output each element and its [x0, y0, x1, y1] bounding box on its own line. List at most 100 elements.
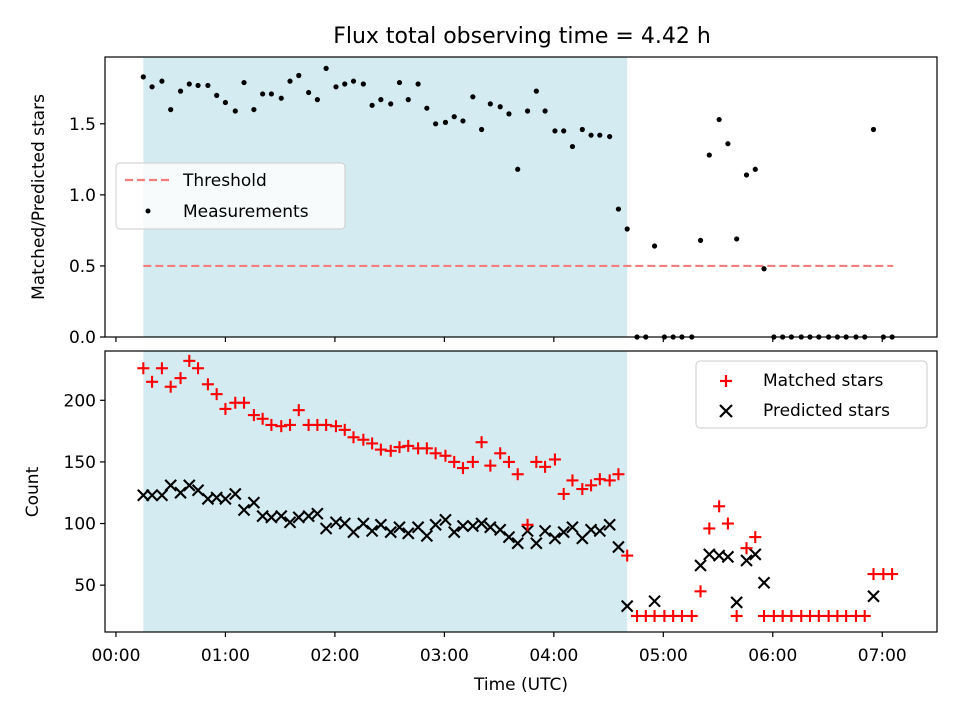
predicted-star-point	[456, 519, 470, 533]
matched-star-point	[155, 362, 168, 375]
matched-star-point	[164, 380, 177, 393]
measurement-point	[369, 102, 375, 108]
matched-star-point	[448, 455, 461, 468]
top-axes-frame	[104, 56, 938, 338]
matched-star-point	[576, 483, 589, 496]
predicted-star-point	[302, 509, 315, 523]
matched-star-point	[521, 518, 534, 531]
matched-star-point	[338, 423, 351, 436]
measurement-point	[470, 94, 476, 100]
predicted-star-point	[648, 594, 661, 608]
matched-star-point	[256, 412, 269, 425]
matched-star-point	[183, 354, 196, 367]
matched-star-point	[137, 362, 150, 375]
predicted-star-point	[484, 520, 497, 534]
predicted-star-point	[521, 524, 534, 538]
measurement-point	[314, 97, 320, 103]
measurement-point	[159, 78, 165, 84]
predicted-star-point	[749, 548, 762, 561]
measurement-point	[287, 78, 293, 84]
matched-star-point	[566, 474, 579, 487]
measurement-point	[350, 78, 357, 84]
matched-star-point	[548, 453, 561, 466]
bottom-y-tick-label: 100	[64, 515, 96, 535]
top-legend: Threshold Measurements	[115, 162, 346, 230]
matched-star-point	[713, 500, 726, 513]
measurement-point	[506, 111, 512, 117]
predicted-star-point	[374, 518, 388, 532]
bottom-x-tick-label: 01:00	[201, 646, 250, 666]
measurement-point	[424, 105, 430, 111]
matched-star-point	[466, 455, 479, 468]
matched-star-point	[146, 375, 159, 388]
measurement-point	[268, 91, 274, 97]
measurement-point	[342, 81, 348, 87]
measurement-point	[761, 266, 767, 272]
measurement-point	[579, 126, 585, 133]
top-y-tick-label: 1.0	[69, 186, 96, 206]
measurement-point	[734, 236, 740, 242]
measurement-point	[232, 108, 238, 114]
legend-measurements-swatch	[145, 208, 151, 214]
matched-star-point	[320, 418, 333, 431]
predicted-star-point	[867, 590, 880, 603]
bottom-x-ticks: 00:00 01:00 02:00 03:00 04:00 05:00 06:00 07:00	[91, 632, 907, 666]
measurement-point	[716, 116, 722, 123]
measurement-point	[743, 172, 750, 178]
matched-star-point	[456, 462, 469, 475]
matched-star-point	[685, 609, 698, 622]
predicted-star-point	[283, 516, 297, 529]
matched-star-point	[740, 542, 753, 555]
predicted-star-point	[265, 511, 278, 524]
bottom-y-tick-label: 150	[64, 453, 96, 473]
predicted-star-point	[511, 537, 524, 550]
matched-star-point	[384, 444, 397, 457]
matched-star-point	[292, 404, 305, 417]
measurement-point	[222, 99, 229, 106]
measurement-point	[296, 72, 302, 79]
measurement-point	[260, 91, 266, 97]
measurement-point	[588, 132, 594, 138]
legend-predicted-label: Predicted stars	[763, 401, 890, 421]
measurement-point	[651, 243, 658, 249]
measurement-point	[533, 88, 539, 94]
observing-window-shade-bottom	[143, 351, 628, 632]
measurement-point	[306, 89, 312, 96]
measurement-point	[569, 143, 576, 150]
predicted-star-point	[311, 507, 324, 520]
matched-star-point	[858, 609, 871, 622]
matched-stars-points	[137, 354, 899, 622]
bottom-x-tick-label: 04:00	[529, 646, 578, 666]
matched-star-point	[886, 568, 899, 581]
chart-title: Flux total observing time = 4.42 h	[333, 24, 711, 49]
predicted-star-point	[183, 479, 196, 492]
measurement-point	[460, 118, 466, 124]
matched-star-point	[420, 442, 433, 455]
measurement-point	[415, 81, 421, 87]
matched-star-point	[210, 388, 223, 401]
predicted-star-point	[730, 596, 743, 609]
matched-star-point	[703, 522, 716, 535]
measurement-point	[725, 141, 731, 147]
measurement-point	[487, 101, 493, 107]
matched-star-point	[557, 487, 570, 500]
measurement-point	[278, 95, 284, 101]
measurement-point	[870, 126, 877, 133]
matched-star-point	[402, 439, 415, 452]
legend-threshold-label: Threshold	[182, 171, 267, 191]
predicted-star-point	[237, 503, 251, 517]
measurement-point	[177, 88, 184, 94]
legend-matched-label: Matched stars	[763, 371, 883, 391]
bottom-y-axis-label: Count	[23, 466, 43, 517]
top-y-tick-label: 0.0	[69, 328, 96, 348]
predicted-star-point	[557, 525, 570, 539]
legend-predicted-swatch	[719, 404, 733, 418]
predicted-star-point	[612, 540, 625, 554]
measurement-point	[515, 166, 521, 172]
matched-star-point	[694, 585, 707, 598]
matched-star-point	[347, 431, 360, 444]
predicted-star-point	[548, 532, 562, 545]
predicted-star-point	[393, 520, 406, 534]
matched-star-point	[511, 468, 524, 481]
